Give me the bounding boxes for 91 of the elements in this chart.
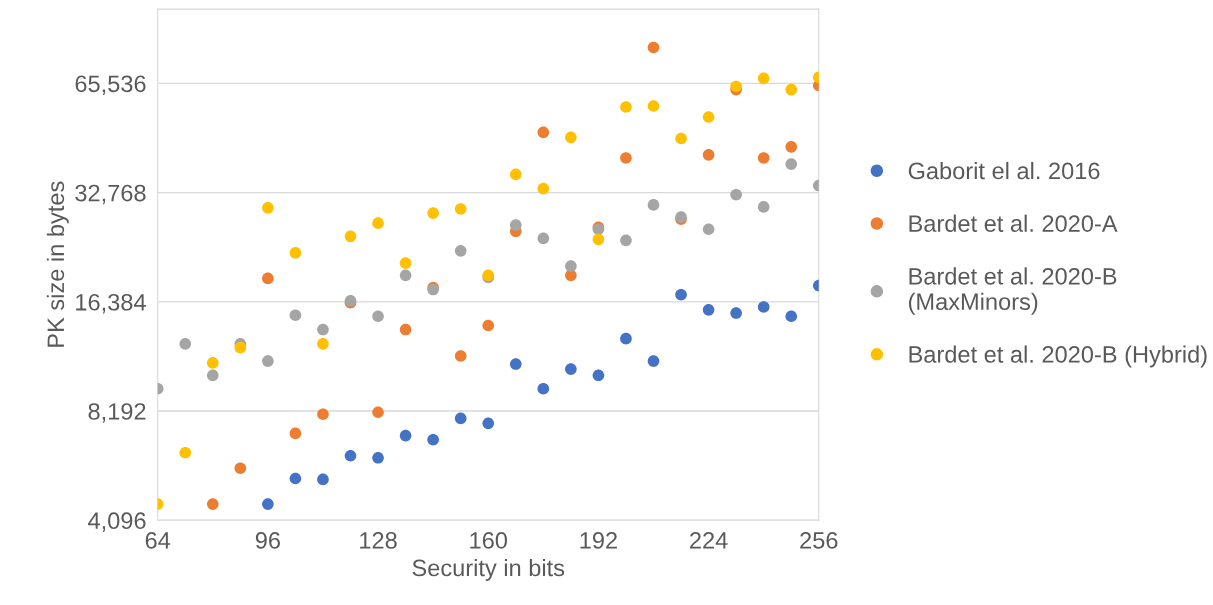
point bbox=[482, 417, 495, 430]
point bbox=[757, 201, 770, 213]
point bbox=[675, 132, 687, 145]
x-axis-title: Security in bits bbox=[412, 558, 565, 581]
point bbox=[344, 449, 357, 462]
point bbox=[372, 451, 384, 464]
point bbox=[565, 260, 577, 272]
point bbox=[702, 304, 715, 316]
point bbox=[537, 382, 550, 395]
point bbox=[620, 332, 632, 345]
point bbox=[317, 408, 329, 421]
point bbox=[537, 232, 550, 245]
point bbox=[206, 369, 219, 382]
legend-label: Bardet et al. 2020-B (MaxMinors) bbox=[909, 267, 1117, 315]
point bbox=[454, 412, 467, 425]
point bbox=[537, 182, 550, 195]
point bbox=[730, 188, 742, 201]
legend-label: Bardet et al. 2020-B (Hybrid) bbox=[909, 345, 1207, 368]
point bbox=[592, 233, 605, 246]
point bbox=[509, 168, 522, 181]
point bbox=[702, 111, 715, 123]
point bbox=[206, 357, 219, 369]
point bbox=[785, 310, 798, 323]
x-tick-label: 64 bbox=[145, 532, 171, 549]
y-tick-label: 65,536 bbox=[75, 75, 146, 95]
y-tick-label: 4,096 bbox=[88, 512, 146, 532]
point bbox=[399, 323, 412, 336]
y-tick-label: 8,192 bbox=[88, 403, 146, 423]
point bbox=[454, 350, 467, 362]
legend-label: Bardet et al. 2020-A bbox=[909, 214, 1118, 232]
point bbox=[730, 307, 742, 319]
point bbox=[289, 309, 302, 322]
point bbox=[785, 158, 798, 170]
point bbox=[647, 355, 660, 367]
point bbox=[262, 498, 274, 510]
y-axis-title: PK size in bytes bbox=[46, 181, 69, 347]
point bbox=[399, 257, 412, 269]
point bbox=[757, 152, 770, 164]
point bbox=[372, 310, 384, 323]
point bbox=[206, 498, 219, 510]
point bbox=[620, 234, 632, 247]
point bbox=[592, 369, 605, 382]
point bbox=[647, 100, 660, 112]
point bbox=[482, 319, 495, 332]
point bbox=[565, 363, 577, 375]
point bbox=[785, 141, 798, 153]
point bbox=[647, 199, 660, 211]
point bbox=[179, 338, 192, 350]
point bbox=[647, 41, 660, 54]
point bbox=[675, 288, 687, 301]
point bbox=[509, 358, 522, 370]
point bbox=[757, 72, 770, 85]
point bbox=[399, 269, 412, 282]
point bbox=[537, 126, 550, 139]
point bbox=[262, 202, 274, 214]
point bbox=[234, 462, 247, 475]
point bbox=[427, 433, 439, 446]
point bbox=[262, 355, 274, 367]
point bbox=[757, 301, 770, 313]
point bbox=[454, 203, 467, 215]
point bbox=[454, 245, 467, 257]
point bbox=[234, 341, 247, 354]
point bbox=[317, 338, 329, 350]
y-tick-label: 32,768 bbox=[75, 184, 146, 205]
point bbox=[702, 149, 715, 161]
point bbox=[289, 472, 302, 485]
point bbox=[785, 83, 798, 96]
x-tick-label: 128 bbox=[360, 532, 397, 549]
x-tick-label: 160 bbox=[470, 532, 508, 549]
point bbox=[372, 406, 384, 419]
x-tick-label: 256 bbox=[800, 532, 838, 549]
point bbox=[620, 152, 632, 164]
y-tick-label: 16,384 bbox=[76, 293, 146, 314]
legend-label: Gaborit el al. 2016 bbox=[908, 161, 1100, 180]
point bbox=[317, 323, 329, 336]
point bbox=[620, 101, 632, 113]
point bbox=[289, 247, 302, 259]
x-tick-label: 192 bbox=[580, 532, 617, 549]
point bbox=[262, 272, 274, 285]
point bbox=[702, 223, 715, 236]
point bbox=[289, 427, 302, 440]
point bbox=[427, 207, 439, 219]
point bbox=[509, 219, 522, 231]
point bbox=[399, 429, 412, 442]
point bbox=[565, 131, 577, 144]
point bbox=[179, 446, 192, 459]
x-tick-label: 96 bbox=[255, 532, 280, 549]
point bbox=[344, 230, 357, 243]
point bbox=[317, 473, 329, 486]
x-tick-label: 224 bbox=[690, 532, 728, 549]
point bbox=[372, 217, 384, 229]
